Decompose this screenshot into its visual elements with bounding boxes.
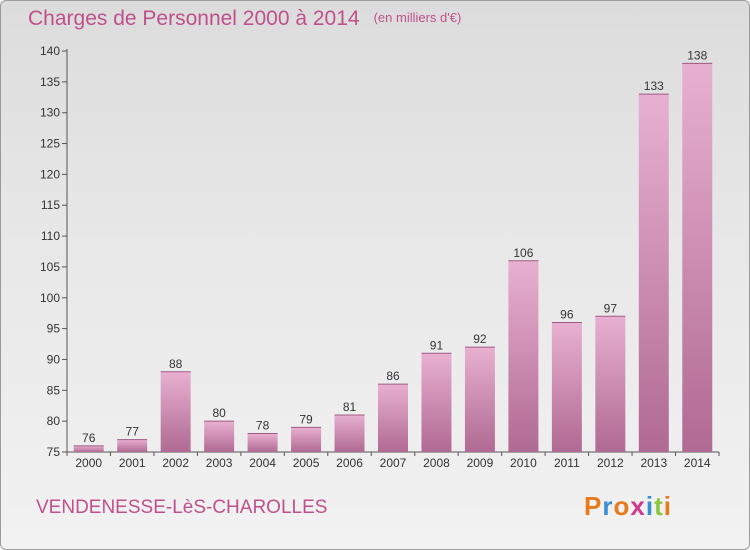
logo-letter-o: o: [613, 491, 631, 521]
bar: [464, 347, 495, 452]
chart-title: Charges de Personnel 2000 à 2014: [28, 7, 360, 30]
x-tick-label: 2007: [380, 456, 407, 470]
y-tick-label: 80: [47, 414, 61, 428]
x-tick-label: 2000: [75, 456, 102, 470]
bar-value-label: 78: [256, 418, 270, 432]
x-tick-label: 2002: [162, 456, 189, 470]
bar: [682, 63, 713, 452]
y-tick-label: 110: [41, 229, 60, 243]
y-tick-label: 90: [47, 352, 61, 366]
x-tick-label: 2006: [336, 456, 363, 470]
bar: [334, 414, 365, 452]
y-tick-label: 85: [47, 383, 61, 397]
y-tick-label: 125: [40, 137, 60, 151]
bar: [291, 427, 322, 452]
bar: [247, 433, 278, 452]
bar-value-label: 79: [299, 412, 313, 426]
bar-value-label: 138: [687, 48, 707, 62]
bar: [551, 322, 582, 452]
x-tick-label: 2004: [249, 456, 276, 470]
x-tick-label: 2013: [640, 456, 667, 470]
bar-value-label: 76: [82, 431, 96, 445]
y-tick-label: 105: [40, 260, 60, 274]
town-name: VENDENESSE-LèS-CHAROLLES: [36, 497, 328, 518]
bar-value-label: 96: [560, 307, 574, 321]
x-tick-label: 2010: [510, 456, 537, 470]
x-tick-label: 2009: [467, 456, 494, 470]
y-tick-label: 135: [40, 75, 60, 89]
x-tick-label: 2008: [423, 456, 450, 470]
x-tick-label: 2005: [293, 456, 320, 470]
bar-value-label: 86: [386, 369, 400, 383]
y-tick-label: 75: [47, 445, 61, 459]
proxiti-logo: Proxiti: [584, 491, 672, 522]
y-tick-label: 120: [40, 167, 60, 181]
bar: [117, 439, 148, 452]
x-tick-label: 2012: [597, 456, 624, 470]
bar-value-label: 97: [604, 301, 618, 315]
bar-value-label: 91: [430, 338, 444, 352]
x-tick-label: 2011: [554, 456, 580, 470]
logo-letter-i: i: [645, 491, 655, 521]
y-tick-label: 130: [40, 106, 60, 120]
bar: [421, 353, 452, 452]
logo-letter-t: t: [654, 491, 664, 521]
y-tick-label: 140: [40, 44, 60, 58]
x-tick-label: 2014: [684, 456, 711, 470]
x-tick-label: 2003: [206, 456, 233, 470]
logo-letter-x: x: [630, 491, 646, 521]
logo-letter-i2: i: [663, 491, 672, 521]
bar-value-label: 92: [473, 332, 487, 346]
bar-value-label: 81: [343, 400, 357, 414]
chart-title-row: Charges de Personnel 2000 à 2014 (en mill…: [28, 7, 461, 31]
bar-value-label: 106: [513, 246, 533, 260]
bar: [638, 94, 669, 452]
bar: [378, 384, 408, 452]
bar: [160, 371, 191, 452]
y-tick-label: 115: [41, 198, 60, 212]
y-tick-label: 95: [47, 322, 61, 336]
logo-letter-r: r: [602, 491, 614, 521]
y-tick-label: 100: [40, 291, 60, 305]
x-tick-label: 2001: [119, 456, 146, 470]
bar: [508, 260, 539, 452]
bar-value-label: 88: [169, 357, 183, 371]
bar: [204, 421, 235, 452]
bar-value-label: 80: [212, 406, 226, 420]
bar-value-label: 133: [644, 79, 664, 93]
bar: [73, 445, 104, 452]
chart-unit-note: (en milliers d'€): [373, 10, 462, 25]
bar: [595, 316, 626, 452]
logo-letter-p: P: [584, 491, 603, 521]
bar-value-label: 77: [126, 425, 140, 439]
